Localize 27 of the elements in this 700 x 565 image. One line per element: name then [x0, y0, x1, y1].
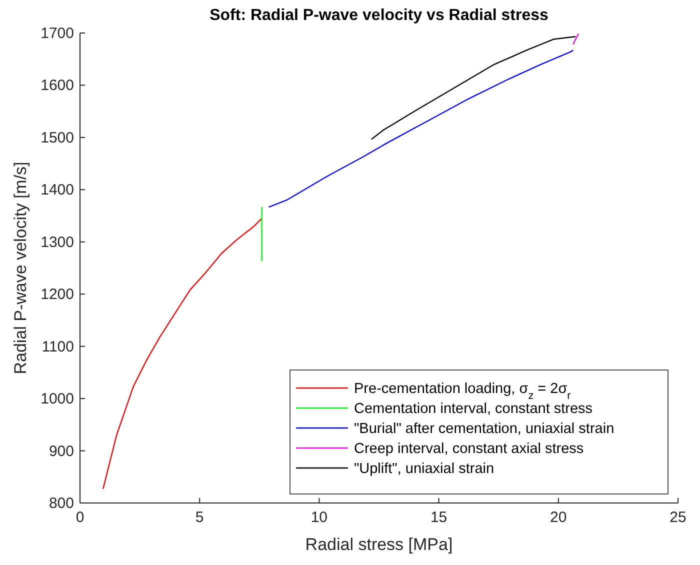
legend-label: Creep interval, constant axial stress	[354, 441, 584, 457]
x-tick-label: 10	[310, 509, 328, 526]
y-tick-label: 1700	[40, 25, 74, 42]
y-tick-label: 1000	[40, 390, 74, 408]
legend-label: "Burial" after cementation, uniaxial strain	[354, 421, 614, 437]
x-axis-title: Radial stress [MPa]	[305, 535, 453, 554]
y-tick-label: 1100	[42, 338, 74, 356]
chart-title: Soft: Radial P-wave velocity vs Radial stress	[210, 7, 548, 24]
legend-label: Cementation interval, constant stress	[354, 401, 593, 417]
y-tick-label: 1200	[40, 286, 74, 304]
y-tick-label: 900	[48, 442, 74, 460]
line-series	[102, 218, 262, 489]
line-series	[268, 50, 574, 208]
x-tick-label: 0	[76, 509, 84, 526]
y-tick-label: 1500	[40, 129, 74, 146]
x-tick-label: 15	[430, 509, 448, 526]
legend-label: Pre-cementation loading, σ$_{z}$ = 2σ$_{r}$	[354, 381, 572, 402]
legend-label: "Uplift", uniaxial strain	[354, 461, 494, 477]
line-series	[371, 36, 576, 140]
x-tick-label: 25	[670, 509, 686, 526]
y-tick-label: 800	[48, 495, 74, 512]
x-tick-label: 5	[195, 509, 204, 526]
y-tick-label: 1400	[40, 182, 74, 199]
y-tick-label: 1300	[40, 234, 74, 251]
x-tick-label: 20	[550, 509, 567, 526]
y-axis-title: Radial P-wave velocity [m/s]	[11, 162, 30, 374]
y-tick-label: 1600	[40, 77, 74, 94]
